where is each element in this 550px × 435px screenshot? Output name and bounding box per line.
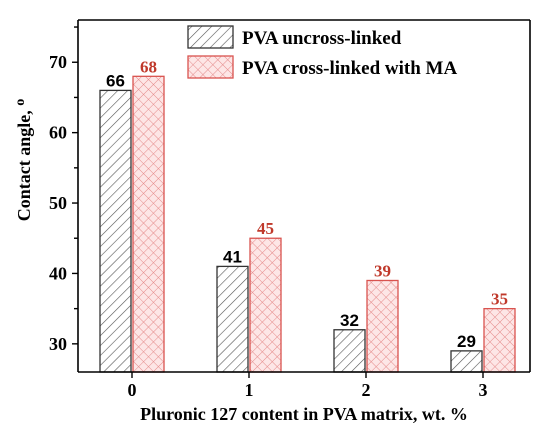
y-axis-unit: o — [13, 99, 28, 106]
data-label-cross-linked-3: 35 — [491, 290, 508, 309]
y-axis-title-text: Contact angle, — [14, 106, 34, 222]
bar-cross-linked-1 — [249, 237, 282, 373]
data-label-uncross-linked-2: 32 — [340, 311, 359, 330]
data-labels-layer: 66 68 41 45 32 39 29 35 — [106, 57, 508, 351]
x-tick-label-2: 2 — [362, 380, 371, 400]
x-tick-label-0: 0 — [128, 380, 137, 400]
bar-uncross-linked-2 — [333, 329, 366, 373]
data-label-uncross-linked-3: 29 — [457, 332, 476, 351]
legend: PVA uncross-linked PVA cross-linked with… — [187, 25, 457, 79]
bars-layer — [99, 75, 516, 373]
legend-label-uncross-linked: PVA uncross-linked — [242, 28, 402, 49]
bar-uncross-linked-0 — [99, 89, 132, 373]
y-tick-label-40: 40 — [49, 263, 67, 283]
x-tick-label-3: 3 — [479, 380, 488, 400]
legend-swatch-cross-linked — [187, 55, 234, 79]
data-label-uncross-linked-0: 66 — [106, 71, 125, 90]
legend-label-cross-linked: PVA cross-linked with MA — [242, 58, 457, 79]
ticks-layer: 0 1 2 3 30 40 50 60 70 — [49, 26, 488, 400]
bar-uncross-linked-1 — [216, 265, 249, 373]
bar-uncross-linked-3 — [450, 350, 483, 373]
y-tick-label-30: 30 — [49, 334, 67, 354]
data-label-cross-linked-0: 68 — [140, 57, 157, 76]
x-axis-title: Pluronic 127 content in PVA matrix, wt. … — [140, 404, 468, 424]
bar-cross-linked-2 — [366, 279, 399, 373]
bar-cross-linked-3 — [483, 307, 516, 373]
data-label-cross-linked-2: 39 — [374, 261, 391, 280]
y-tick-label-70: 70 — [49, 52, 67, 72]
data-label-uncross-linked-1: 41 — [223, 247, 242, 266]
data-label-cross-linked-1: 45 — [257, 219, 274, 238]
y-axis-title: Contact angle, o — [13, 99, 34, 222]
bar-cross-linked-0 — [132, 75, 165, 373]
legend-swatch-uncross-linked — [187, 25, 234, 49]
x-tick-label-1: 1 — [245, 380, 254, 400]
y-tick-label-50: 50 — [49, 193, 67, 213]
y-tick-label-60: 60 — [49, 123, 67, 143]
